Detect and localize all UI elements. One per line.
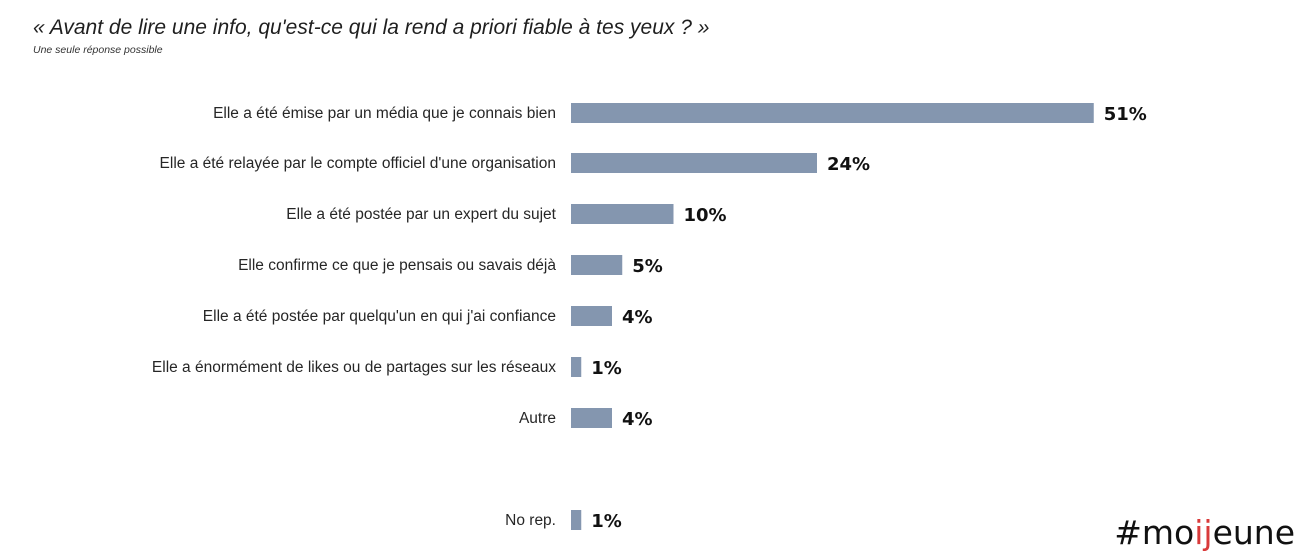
category-label: Elle confirme ce que je pensais ou savai… bbox=[238, 257, 556, 274]
value-label: 24% bbox=[827, 154, 870, 175]
bar bbox=[571, 306, 612, 326]
category-label: Elle a été émise par un média que je con… bbox=[213, 105, 556, 122]
moijeune-logo: #moijeune bbox=[1114, 513, 1295, 552]
bar bbox=[571, 408, 612, 428]
value-label: 4% bbox=[622, 409, 653, 430]
chart-title: « Avant de lire une info, qu'est-ce qui … bbox=[33, 16, 710, 39]
bar bbox=[571, 357, 582, 377]
chart-subtitle: Une seule réponse possible bbox=[33, 44, 163, 56]
logo-suffix: eune bbox=[1212, 513, 1295, 552]
category-label: Elle a été postée par quelqu'un en qui j… bbox=[203, 308, 556, 325]
value-label: 1% bbox=[591, 358, 622, 379]
bar bbox=[571, 103, 1094, 123]
bar bbox=[571, 153, 817, 173]
bar bbox=[571, 510, 582, 530]
value-label: 1% bbox=[591, 511, 622, 532]
bar bbox=[571, 204, 674, 224]
category-label: Elle a été postée par un expert du sujet bbox=[286, 206, 556, 223]
value-label: 4% bbox=[622, 307, 653, 328]
category-label: No rep. bbox=[505, 512, 556, 529]
logo-accent: ij bbox=[1194, 513, 1213, 552]
bar bbox=[571, 255, 623, 275]
value-label: 5% bbox=[632, 256, 663, 277]
category-label: Elle a énormément de likes ou de partage… bbox=[152, 359, 556, 376]
category-label: Elle a été relayée par le compte officie… bbox=[160, 155, 556, 172]
value-label: 10% bbox=[684, 205, 727, 226]
value-label: 51% bbox=[1104, 104, 1147, 125]
category-label: Autre bbox=[519, 410, 556, 427]
logo-prefix: #mo bbox=[1114, 513, 1195, 552]
